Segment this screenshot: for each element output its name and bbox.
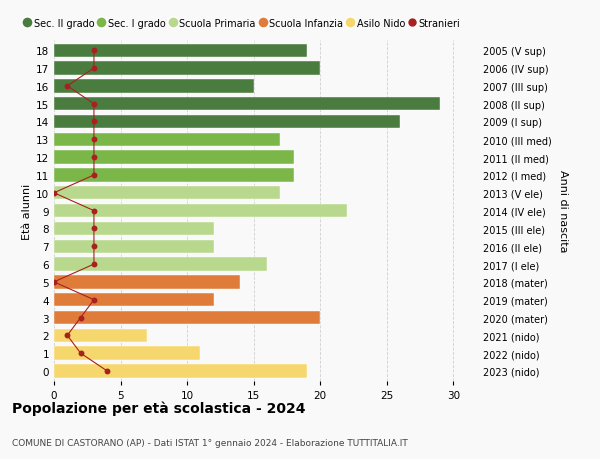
Bar	[54, 258, 267, 271]
Bar	[54, 293, 214, 307]
Bar	[54, 240, 214, 253]
Point	[103, 368, 112, 375]
Point	[49, 279, 59, 286]
Bar	[54, 62, 320, 76]
Bar	[54, 275, 241, 289]
Legend: Sec. II grado, Sec. I grado, Scuola Primaria, Scuola Infanzia, Asilo Nido, Stran: Sec. II grado, Sec. I grado, Scuola Prim…	[25, 19, 460, 29]
Point	[49, 190, 59, 197]
Point	[89, 172, 99, 179]
Bar	[54, 133, 280, 147]
Bar	[54, 187, 280, 200]
Point	[89, 65, 99, 73]
Point	[89, 207, 99, 215]
Bar	[54, 364, 307, 378]
Point	[76, 314, 85, 321]
Point	[89, 225, 99, 233]
Point	[89, 297, 99, 304]
Point	[62, 83, 72, 90]
Point	[89, 136, 99, 144]
Point	[89, 243, 99, 250]
Y-axis label: Anni di nascita: Anni di nascita	[558, 170, 568, 252]
Point	[76, 350, 85, 357]
Bar	[54, 329, 147, 342]
Point	[89, 154, 99, 162]
Bar	[54, 204, 347, 218]
Text: Popolazione per età scolastica - 2024: Popolazione per età scolastica - 2024	[12, 401, 305, 415]
Bar	[54, 151, 293, 164]
Bar	[54, 311, 320, 325]
Point	[89, 261, 99, 268]
Bar	[54, 222, 214, 235]
Bar	[54, 116, 400, 129]
Point	[89, 101, 99, 108]
Bar	[54, 45, 307, 58]
Bar	[54, 80, 254, 93]
Bar	[54, 98, 440, 111]
Point	[89, 118, 99, 126]
Y-axis label: Età alunni: Età alunni	[22, 183, 32, 239]
Bar	[54, 347, 200, 360]
Point	[89, 47, 99, 55]
Point	[62, 332, 72, 339]
Bar	[54, 169, 293, 182]
Text: COMUNE DI CASTORANO (AP) - Dati ISTAT 1° gennaio 2024 - Elaborazione TUTTITALIA.: COMUNE DI CASTORANO (AP) - Dati ISTAT 1°…	[12, 438, 408, 448]
